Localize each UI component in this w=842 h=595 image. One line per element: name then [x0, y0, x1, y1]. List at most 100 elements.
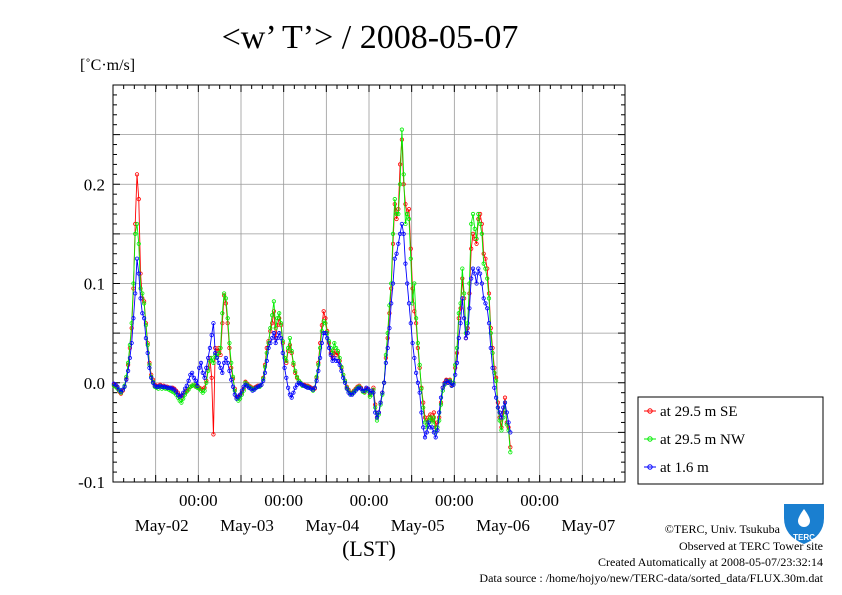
data-point	[232, 388, 237, 393]
data-point	[166, 385, 172, 390]
data-point	[218, 365, 223, 370]
data-point	[408, 321, 413, 326]
data-point	[492, 385, 497, 390]
data-point	[335, 358, 340, 364]
data-point	[318, 345, 323, 351]
data-point	[488, 345, 493, 351]
data-point	[182, 386, 188, 391]
data-point	[497, 410, 502, 415]
x-date-label: May-07	[561, 516, 615, 535]
data-point	[230, 374, 236, 379]
data-point	[191, 375, 196, 380]
data-point	[490, 365, 495, 370]
data-point	[431, 430, 436, 435]
data-point	[383, 360, 388, 365]
data-point	[197, 365, 202, 370]
data-point	[486, 296, 492, 301]
data-point	[133, 291, 138, 296]
series-2	[111, 127, 513, 455]
data-point	[184, 383, 189, 388]
data-point	[499, 415, 504, 420]
data-point	[332, 355, 337, 361]
x-axis-label: (LST)	[342, 536, 396, 561]
data-point	[474, 281, 479, 286]
data-point	[371, 385, 376, 390]
legend-label: at 29.5 m SE	[660, 404, 738, 420]
legend-item: at 29.5 m SE	[644, 404, 738, 420]
data-point	[463, 335, 468, 341]
data-point	[179, 393, 184, 398]
data-point	[469, 276, 474, 281]
data-point	[280, 350, 285, 356]
chart-title: <w’ T’> / 2008-05-07	[222, 19, 519, 56]
data-point	[207, 358, 212, 364]
data-point	[232, 392, 237, 397]
data-point	[456, 335, 461, 341]
data-point	[282, 365, 287, 370]
data-point	[202, 375, 207, 380]
data-point	[383, 352, 388, 358]
data-point	[470, 211, 476, 217]
data-point	[458, 306, 463, 311]
x-tick-time-label: 00:00	[350, 491, 389, 510]
data-point	[271, 331, 276, 336]
data-point	[202, 388, 207, 393]
data-point	[415, 340, 420, 346]
data-point	[478, 221, 483, 227]
data-point	[230, 384, 236, 389]
data-point	[216, 360, 221, 365]
data-point	[323, 316, 328, 321]
data-point	[145, 342, 150, 348]
data-point	[131, 316, 136, 321]
series-line	[113, 129, 511, 453]
data-point	[293, 368, 298, 373]
data-point	[508, 450, 513, 455]
data-point	[174, 389, 179, 394]
data-point	[289, 348, 294, 354]
data-point	[396, 241, 401, 246]
data-point	[142, 316, 147, 321]
data-point	[406, 301, 412, 306]
data-point	[268, 340, 273, 346]
data-point	[323, 321, 328, 326]
data-point	[195, 383, 200, 388]
data-point	[319, 323, 324, 328]
data-point	[136, 197, 141, 202]
data-point	[479, 231, 484, 236]
data-point	[316, 362, 321, 367]
data-point	[213, 350, 218, 356]
data-point	[211, 432, 216, 437]
data-point	[428, 412, 433, 417]
legend-label: at 29.5 m NW	[660, 432, 746, 448]
legend-swatch-marker	[647, 408, 653, 414]
data-point	[419, 410, 424, 415]
data-point	[209, 375, 214, 380]
y-axis-label: [˚C·m/s]	[80, 57, 135, 74]
data-point	[287, 392, 292, 397]
data-point	[129, 340, 134, 346]
data-point	[390, 231, 396, 236]
data-point	[458, 321, 463, 326]
data-point	[136, 241, 141, 246]
x-date-label: May-02	[135, 516, 189, 535]
data-point	[207, 345, 212, 351]
legend-label: at 1.6 m	[660, 460, 709, 476]
data-point	[220, 370, 225, 375]
data-point	[218, 345, 223, 351]
y-tick-label: 0.1	[84, 275, 105, 294]
data-point	[134, 221, 140, 227]
data-point	[287, 335, 292, 341]
data-point	[149, 375, 154, 380]
y-tick-label: 0.0	[84, 374, 105, 393]
data-point	[270, 335, 275, 341]
data-point	[179, 400, 184, 405]
legend-item: at 1.6 m	[644, 460, 709, 476]
data-point	[204, 365, 209, 370]
data-point	[270, 313, 275, 318]
data-point	[136, 271, 141, 276]
data-point	[181, 396, 186, 401]
x-date-label: May-06	[476, 516, 530, 535]
data-point	[426, 420, 431, 425]
data-point	[371, 390, 376, 395]
data-point	[456, 311, 461, 316]
